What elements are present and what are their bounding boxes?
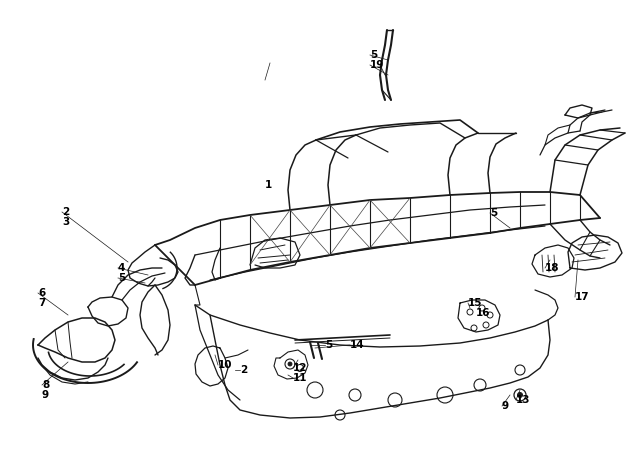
Text: 5: 5 [370, 50, 377, 60]
Text: 14: 14 [350, 340, 365, 350]
Text: 12: 12 [293, 363, 308, 373]
Text: 9: 9 [502, 401, 509, 411]
Text: 1: 1 [265, 180, 272, 190]
Text: 3: 3 [62, 217, 69, 227]
Text: 15: 15 [468, 298, 482, 308]
Text: 17: 17 [575, 292, 589, 302]
Text: 7: 7 [38, 298, 46, 308]
Text: 16: 16 [476, 308, 491, 318]
Text: 6: 6 [38, 288, 45, 298]
Text: 8: 8 [42, 380, 49, 390]
Circle shape [518, 392, 522, 398]
Text: 2: 2 [62, 207, 69, 217]
Text: 19: 19 [370, 60, 384, 70]
Text: 9: 9 [42, 390, 49, 400]
Text: 11: 11 [293, 373, 308, 383]
Text: 2: 2 [240, 365, 248, 375]
Text: 5: 5 [490, 208, 498, 218]
Circle shape [288, 362, 292, 366]
Text: 5: 5 [118, 273, 125, 283]
Text: 10: 10 [218, 360, 232, 370]
Text: 4: 4 [118, 263, 125, 273]
Text: 5: 5 [325, 340, 332, 350]
Text: 13: 13 [516, 395, 530, 405]
Text: 18: 18 [545, 263, 560, 273]
